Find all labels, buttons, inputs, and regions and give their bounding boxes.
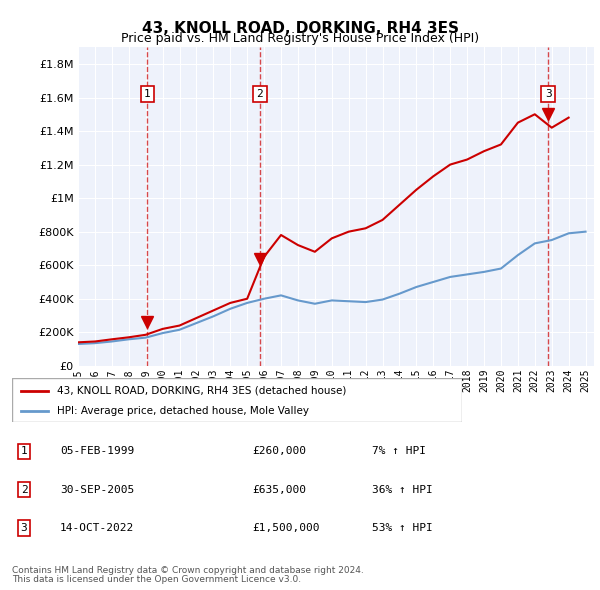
Text: 1: 1 — [20, 447, 28, 456]
Text: 3: 3 — [545, 89, 551, 99]
FancyBboxPatch shape — [12, 378, 462, 422]
Text: This data is licensed under the Open Government Licence v3.0.: This data is licensed under the Open Gov… — [12, 575, 301, 584]
Text: 1: 1 — [144, 89, 151, 99]
Text: 43, KNOLL ROAD, DORKING, RH4 3ES (detached house): 43, KNOLL ROAD, DORKING, RH4 3ES (detach… — [57, 386, 346, 396]
Text: 43, KNOLL ROAD, DORKING, RH4 3ES: 43, KNOLL ROAD, DORKING, RH4 3ES — [142, 21, 458, 35]
Text: 36% ↑ HPI: 36% ↑ HPI — [372, 485, 433, 494]
Text: 3: 3 — [20, 523, 28, 533]
Text: £1,500,000: £1,500,000 — [252, 523, 320, 533]
Text: 53% ↑ HPI: 53% ↑ HPI — [372, 523, 433, 533]
Text: 14-OCT-2022: 14-OCT-2022 — [60, 523, 134, 533]
Text: 7% ↑ HPI: 7% ↑ HPI — [372, 447, 426, 456]
Text: Contains HM Land Registry data © Crown copyright and database right 2024.: Contains HM Land Registry data © Crown c… — [12, 566, 364, 575]
Text: Price paid vs. HM Land Registry's House Price Index (HPI): Price paid vs. HM Land Registry's House … — [121, 32, 479, 45]
Text: 2: 2 — [20, 485, 28, 494]
Text: 30-SEP-2005: 30-SEP-2005 — [60, 485, 134, 494]
Text: £635,000: £635,000 — [252, 485, 306, 494]
Text: £260,000: £260,000 — [252, 447, 306, 456]
Text: 2: 2 — [256, 89, 263, 99]
Text: HPI: Average price, detached house, Mole Valley: HPI: Average price, detached house, Mole… — [57, 406, 309, 416]
Text: 05-FEB-1999: 05-FEB-1999 — [60, 447, 134, 456]
